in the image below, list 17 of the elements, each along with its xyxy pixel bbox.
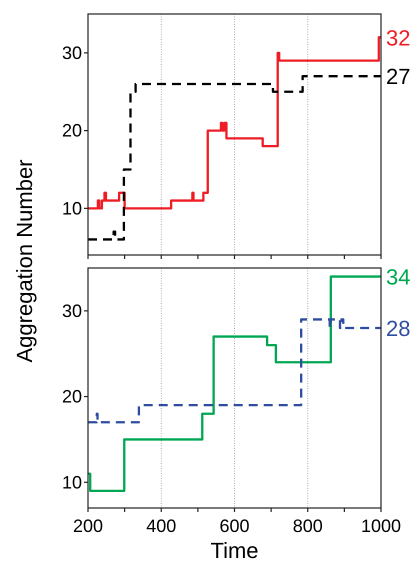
y-tick-label: 30: [62, 300, 82, 321]
x-tick-label: 1000: [360, 516, 402, 536]
x-axis-title: Time: [210, 538, 259, 563]
text: 32: [386, 25, 410, 50]
x-tick-label: 600: [219, 516, 250, 536]
y-tick-label: 30: [62, 42, 82, 63]
text: 27: [386, 64, 410, 90]
y-tick-label: 20: [62, 120, 82, 141]
text: 34: [386, 264, 410, 290]
y-tick-label: 20: [62, 386, 82, 407]
x-tick-label: 400: [146, 516, 176, 536]
x-tick-label: 800: [292, 516, 323, 536]
y-axis-title: Aggregation Number: [12, 159, 37, 363]
y-tick-label: 10: [62, 472, 82, 492]
x-tick-label: 200: [72, 516, 104, 536]
y-tick-label: 10: [62, 198, 82, 218]
text: 28: [386, 316, 410, 341]
